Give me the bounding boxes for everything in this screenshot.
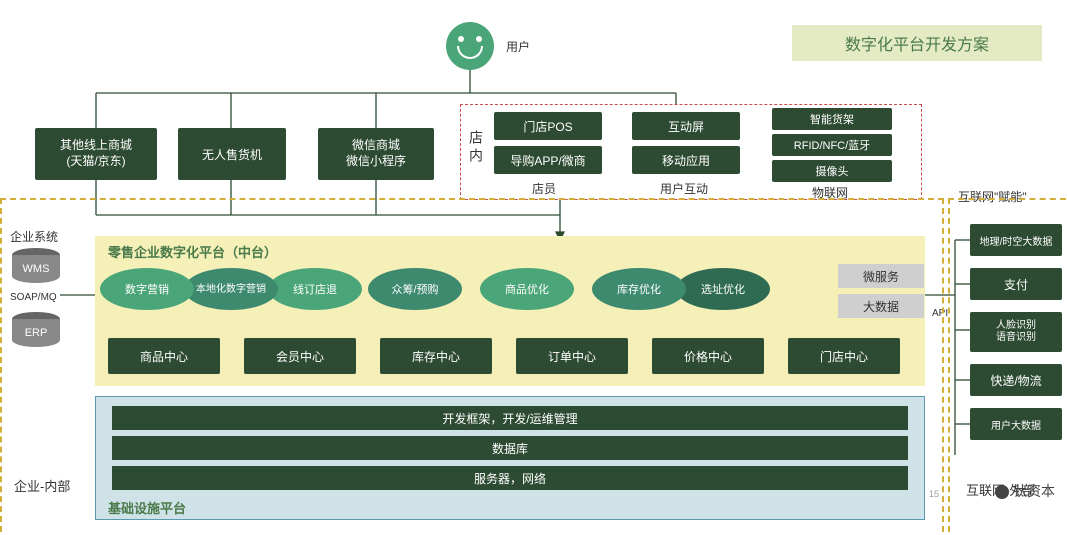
watermark: 钛资本 (995, 481, 1055, 501)
microservice-bar: 微服务 (838, 264, 924, 288)
enterprise-systems-label: 企业系统 (10, 228, 58, 245)
right-geo: 地理/时空大数据 (970, 224, 1062, 256)
wms-cylinder: WMS (12, 248, 60, 283)
box-wechat: 微信商城 微信小程序 (318, 128, 434, 180)
store-guide-app: 导购APP/微商 (494, 146, 602, 174)
store-col3-caption: 物联网 (812, 184, 848, 201)
infra-bar-3: 服务器，网络 (112, 466, 908, 490)
soapmq-label: SOAP/MQ (10, 292, 57, 303)
erp-cylinder: ERP (12, 312, 60, 347)
bigdata-bar: 大数据 (838, 294, 924, 318)
right-face: 人脸识别 语音识别 (970, 312, 1062, 352)
text: 微信商城 (352, 138, 400, 154)
box-vending: 无人售货机 (178, 128, 286, 180)
store-interactive: 互动屏 (632, 112, 740, 140)
center-order: 订单中心 (516, 338, 628, 374)
store-label: 店内 (466, 130, 486, 166)
store-shelf: 智能货架 (772, 108, 892, 130)
ellipse-4: 众筹/预购 (368, 268, 462, 310)
platform-header: 零售企业数字化平台（中台） (108, 242, 277, 261)
page-num: 15 (929, 489, 939, 499)
text: 其他线上商城 (60, 138, 132, 154)
right-pay: 支付 (970, 268, 1062, 300)
internal-label: 企业-内部 (14, 476, 70, 495)
store-pos: 门店POS (494, 112, 602, 140)
right-express: 快递/物流 (970, 364, 1062, 396)
right-userdata: 用户大数据 (970, 408, 1062, 440)
store-col2-caption: 用户互动 (660, 180, 708, 197)
user-label: 用户 (506, 38, 530, 55)
store-mobile: 移动应用 (632, 146, 740, 174)
ellipse-7: 选址优化 (676, 268, 770, 310)
ellipse-row: 数字营销 本地化数字营销 线订店退 众筹/预购 商品优化 库存优化 选址优化 (100, 268, 840, 310)
center-store: 门店中心 (788, 338, 900, 374)
center-inventory: 库存中心 (380, 338, 492, 374)
ellipse-6: 库存优化 (592, 268, 686, 310)
centers-row: 商品中心 会员中心 库存中心 订单中心 价格中心 门店中心 (108, 338, 908, 374)
ellipse-2: 本地化数字营销 (184, 268, 278, 310)
text: (天猫/京东) (66, 154, 125, 170)
ellipse-1: 数字营销 (100, 268, 194, 310)
center-product: 商品中心 (108, 338, 220, 374)
store-rfid: RFID/NFC/蓝牙 (772, 134, 892, 156)
text: 微信小程序 (346, 154, 406, 170)
box-other-mall: 其他线上商城 (天猫/京东) (35, 128, 157, 180)
store-col1-caption: 店员 (532, 180, 556, 197)
api-label: API (932, 308, 948, 319)
infra-footer: 基础设施平台 (108, 498, 186, 517)
ellipse-5: 商品优化 (480, 268, 574, 310)
user-icon (446, 22, 494, 70)
infra-bar-2: 数据库 (112, 436, 908, 460)
infra-bar-1: 开发框架，开发/运维管理 (112, 406, 908, 430)
store-camera: 摄像头 (772, 160, 892, 182)
center-member: 会员中心 (244, 338, 356, 374)
center-price: 价格中心 (652, 338, 764, 374)
internet-empower-label: 互联网"赋能" (958, 188, 1027, 205)
ellipse-3: 线订店退 (268, 268, 362, 310)
title-banner: 数字化平台开发方案 (792, 25, 1042, 61)
